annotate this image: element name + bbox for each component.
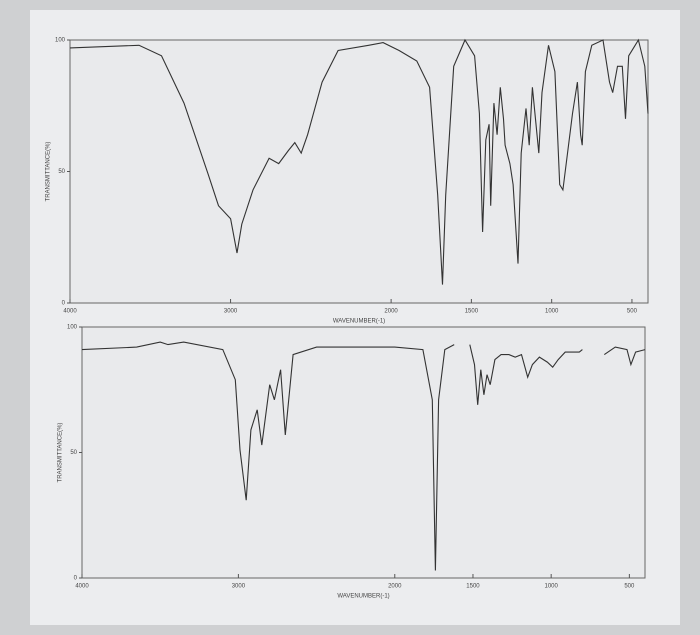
x-tick-label: 2000 [384, 309, 398, 315]
x-tick-label: 1000 [544, 584, 558, 590]
y-tick-label: 0 [62, 301, 66, 307]
plot-frame [81, 326, 646, 579]
y-tick-label: 50 [70, 450, 77, 456]
x-tick-label: 2000 [388, 584, 402, 590]
x-tick-label: 3000 [224, 309, 238, 315]
y-axis-label: TRANSMITTANCE(%) [58, 423, 64, 483]
spectrum-line [69, 38, 649, 285]
x-tick-label: 3000 [232, 584, 246, 590]
x-axis-label: WAVENUMBER(-1) [337, 594, 389, 600]
y-tick-label: 50 [58, 169, 65, 175]
plot-frame [69, 39, 649, 304]
x-tick-label: 1500 [466, 584, 480, 590]
x-axis-label: WAVENUMBER(-1) [333, 319, 385, 325]
x-tick-label: 4000 [63, 309, 77, 315]
x-tick-label: 500 [627, 309, 638, 315]
y-tick-label: 0 [74, 576, 78, 582]
x-tick-label: 1000 [545, 309, 559, 315]
x-tick-label: 1500 [465, 309, 479, 315]
y-tick-label: 100 [67, 325, 78, 331]
x-tick-label: 500 [624, 584, 635, 590]
y-axis-label: TRANSMITTANCE(%) [46, 142, 52, 202]
spectrum-line [81, 341, 646, 571]
y-tick-label: 100 [55, 38, 66, 44]
x-tick-label: 4000 [75, 584, 89, 590]
